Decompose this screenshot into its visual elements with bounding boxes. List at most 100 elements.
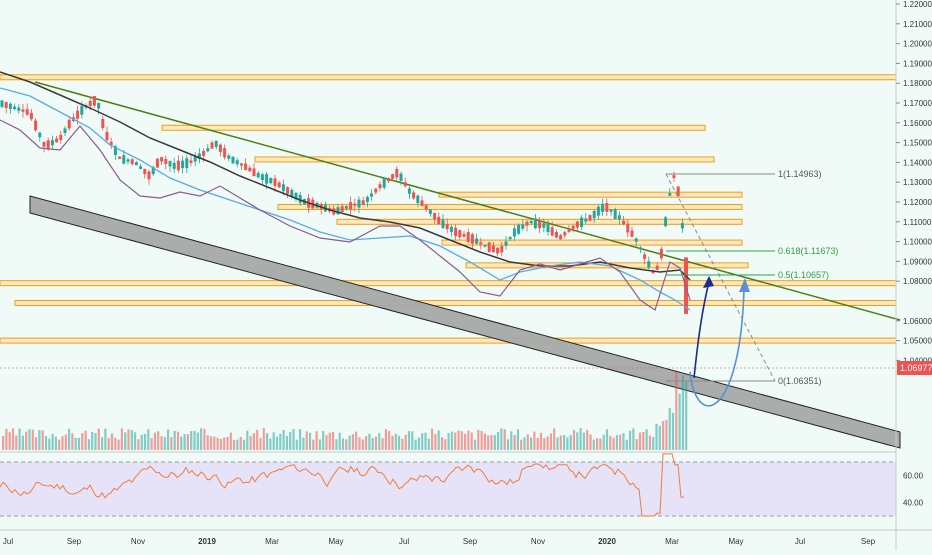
- volume-bar: [473, 439, 477, 450]
- candle-body: [46, 140, 50, 150]
- volume-bar: [190, 431, 193, 450]
- volume-bar: [602, 434, 605, 450]
- price-tick-label: 1.14000: [903, 158, 932, 167]
- volume-bar: [658, 425, 661, 450]
- volume-bar: [378, 432, 381, 450]
- candle-body: [420, 200, 424, 206]
- candle-body: [67, 119, 71, 129]
- candle-body: [239, 163, 243, 166]
- volume-bar: [77, 437, 81, 450]
- volume-bar: [163, 437, 166, 450]
- time-tick-label: Mar: [665, 537, 679, 546]
- candle-body: [76, 110, 80, 119]
- candle-body: [525, 221, 529, 226]
- volume-bar: [242, 439, 246, 450]
- candle-body: [126, 159, 130, 162]
- level-zone-2: [254, 156, 715, 163]
- candle-body: [361, 200, 365, 205]
- volume-bar: [130, 430, 133, 450]
- volume-bar: [398, 435, 401, 450]
- candle-body: [277, 182, 281, 188]
- volume-bar: [579, 428, 582, 450]
- candle-body: [563, 232, 567, 236]
- candle-body: [214, 140, 218, 147]
- volume-bar: [97, 428, 100, 450]
- volume-bar: [671, 412, 675, 450]
- volume-bar: [91, 431, 94, 450]
- volume-bar: [137, 439, 140, 450]
- volume-bar: [289, 432, 292, 450]
- candle-body: [512, 228, 516, 237]
- volume-bar: [124, 432, 127, 450]
- volume-bar: [665, 419, 668, 450]
- arrow-head-light-icon: [739, 278, 750, 292]
- ma-dark-line: [0, 71, 691, 281]
- price-tick-label: 1.04000: [903, 356, 932, 365]
- candle-body: [349, 202, 353, 210]
- volume-bar: [167, 429, 170, 450]
- volume-bar: [619, 434, 622, 450]
- volume-bar: [11, 428, 15, 450]
- candle-body: [668, 193, 672, 196]
- volume-bar: [388, 430, 391, 450]
- level-zone-3: [438, 191, 743, 198]
- volume-bar: [58, 439, 61, 450]
- volume-bar: [272, 432, 275, 450]
- volume-bar: [510, 431, 513, 450]
- candle-body: [500, 245, 504, 253]
- volume-bar: [193, 430, 196, 450]
- volume-bar: [487, 435, 490, 450]
- candle-body: [160, 157, 164, 162]
- volume-bar: [431, 428, 434, 450]
- volume-bar: [582, 432, 585, 450]
- current-price-tag: 1.06977: [0, 361, 932, 375]
- candle-body: [4, 102, 8, 109]
- candle-body: [466, 232, 470, 242]
- time-tick-label: May: [728, 537, 743, 546]
- volume-bar: [546, 436, 549, 450]
- candle-body: [147, 171, 151, 180]
- volume-bar: [424, 432, 427, 450]
- price-tick-label: 1.16000: [903, 119, 932, 128]
- volume-bar: [147, 429, 150, 450]
- candle-body: [428, 209, 432, 214]
- volume-bar: [589, 434, 592, 450]
- candle-body: [676, 186, 680, 196]
- candle-body: [403, 182, 407, 187]
- volume-bar: [374, 436, 378, 450]
- volume-bar: [470, 432, 473, 450]
- volume-bar: [480, 430, 483, 450]
- arrow-head-dark-icon: [703, 276, 714, 288]
- volume-bar: [642, 431, 645, 450]
- volume-bar: [143, 433, 147, 450]
- volume-bar: [681, 375, 684, 450]
- fib-label-1: 1(1.14963): [778, 169, 822, 179]
- time-tick-label: Jul: [3, 537, 13, 546]
- time-tick-label: Sep: [861, 537, 876, 546]
- volume-bar: [223, 437, 226, 450]
- candle-body: [168, 161, 172, 167]
- volume-bar: [183, 434, 186, 450]
- time-axis-ticks: Jul Sep Nov 2019 Mar May Jul Sep Nov 2020 Mar May Ju…: [3, 537, 876, 546]
- candle-body: [504, 241, 508, 246]
- candle-body: [88, 100, 92, 107]
- price-tick-label: 1.05000: [903, 337, 932, 346]
- candle-body: [433, 212, 437, 220]
- volume-bar: [477, 429, 480, 450]
- volume-bar: [44, 436, 48, 450]
- candle-body: [344, 206, 348, 209]
- fib-label-05: 0.5(1.10657): [778, 270, 829, 280]
- candle-body: [559, 235, 563, 240]
- candle-body: [437, 216, 441, 225]
- candle-body: [105, 132, 109, 141]
- volume-bar: [295, 439, 298, 450]
- candle-body: [416, 195, 420, 204]
- volume-bar: [259, 437, 262, 450]
- candle-body: [391, 174, 395, 179]
- candle-body: [584, 218, 588, 222]
- rsi-tick-label: 60.00: [903, 472, 924, 481]
- volume-bar: [216, 437, 219, 450]
- volume-bar: [285, 436, 288, 450]
